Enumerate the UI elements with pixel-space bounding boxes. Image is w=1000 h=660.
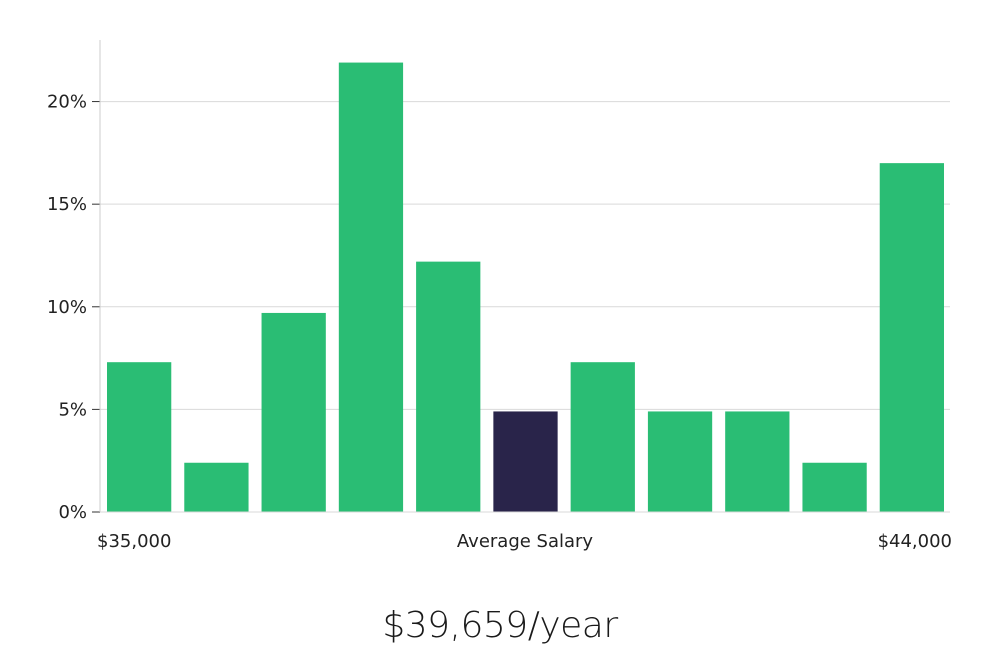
bar	[107, 362, 172, 512]
grid-lines	[100, 101, 950, 410]
y-axis: 0% 5% 10% 15% 20%	[47, 92, 100, 523]
salary-histogram: 0% 5% 10% 15% 20% $35,000 Average Salary $44…	[47, 40, 952, 552]
bar	[261, 312, 326, 512]
bar-highlighted	[493, 411, 558, 512]
y-tick-label: 0%	[58, 502, 87, 523]
y-tick-label: 15%	[47, 194, 87, 215]
bar	[802, 462, 867, 512]
x-range-start-label: $35,000	[97, 531, 171, 552]
bar	[184, 462, 249, 512]
y-tick-label: 10%	[47, 297, 87, 318]
y-tick-label: 5%	[58, 399, 87, 420]
bars	[107, 62, 944, 512]
y-tick-label: 20%	[47, 92, 87, 113]
x-axis-label: Average Salary	[457, 531, 594, 552]
bar	[725, 411, 790, 512]
bar	[879, 163, 944, 512]
bar	[338, 62, 404, 512]
x-range-end-label: $44,000	[878, 531, 952, 552]
bar	[570, 362, 635, 512]
average-salary-value: $39,659/year	[382, 605, 618, 646]
bar	[647, 411, 713, 512]
bar	[416, 261, 481, 512]
